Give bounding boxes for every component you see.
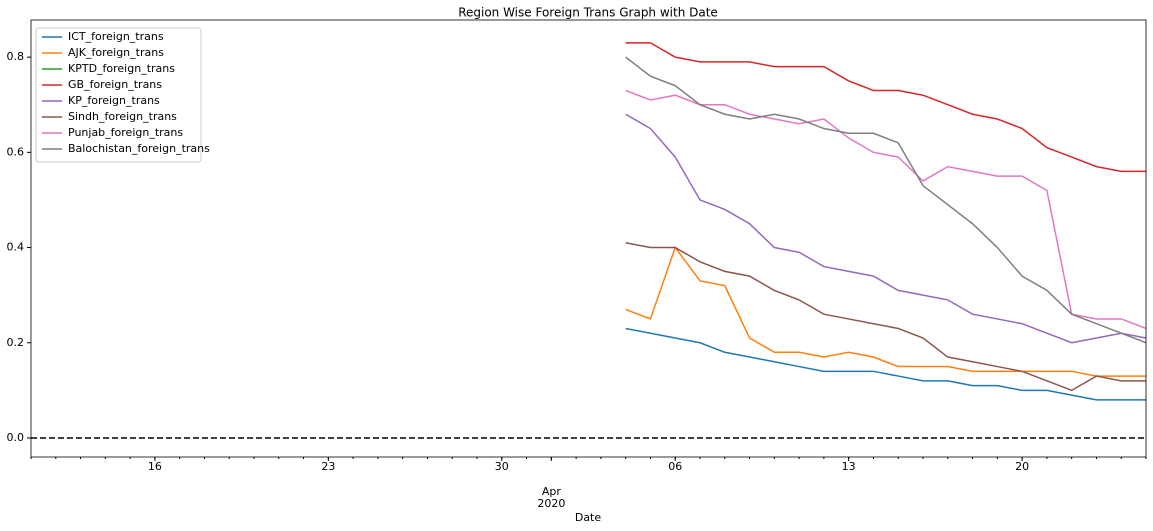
x-tick-label: 23: [321, 460, 335, 473]
series-line: [625, 242, 1146, 392]
series-line: [625, 56, 1147, 344]
y-tick-label: 0.2: [7, 336, 25, 349]
legend-label: ICT_foreign_trans: [68, 30, 164, 43]
legend-label: KPTD_foreign_trans: [68, 62, 175, 75]
y-tick-label: 0.4: [7, 241, 25, 254]
x-tick-label: 13: [842, 460, 856, 473]
x-axis-label: Date: [575, 511, 602, 524]
x-tick-label: 06: [668, 460, 682, 473]
y-tick-label: 0.6: [7, 145, 25, 158]
y-tick-label: 0.8: [7, 50, 25, 63]
legend-box: [35, 27, 202, 163]
x-tick-label: 16: [148, 460, 162, 473]
legend-label: Punjab_foreign_trans: [68, 126, 183, 139]
x-tick-label: 30: [495, 460, 509, 473]
series-line: [625, 113, 1147, 344]
plot-frame: [30, 19, 1147, 458]
series-line: [625, 245, 1146, 377]
legend-label: Balochistan_foreign_trans: [68, 142, 210, 155]
x-tick-label: Apr 2020: [537, 485, 565, 510]
legend-label: GB_foreign_trans: [68, 78, 162, 91]
series-line: [625, 42, 1146, 173]
legend-label: Sindh_foreign_trans: [68, 110, 177, 123]
legend-label: KP_foreign_trans: [68, 94, 160, 107]
legend-label: AJK_foreign_trans: [68, 46, 164, 59]
series-line: [625, 327, 1146, 401]
series-line: [625, 89, 1147, 330]
chart-title: Region Wise Foreign Trans Graph with Dat…: [458, 6, 718, 20]
y-tick-label: 0.0: [7, 431, 25, 444]
x-tick-label: 20: [1015, 460, 1029, 473]
